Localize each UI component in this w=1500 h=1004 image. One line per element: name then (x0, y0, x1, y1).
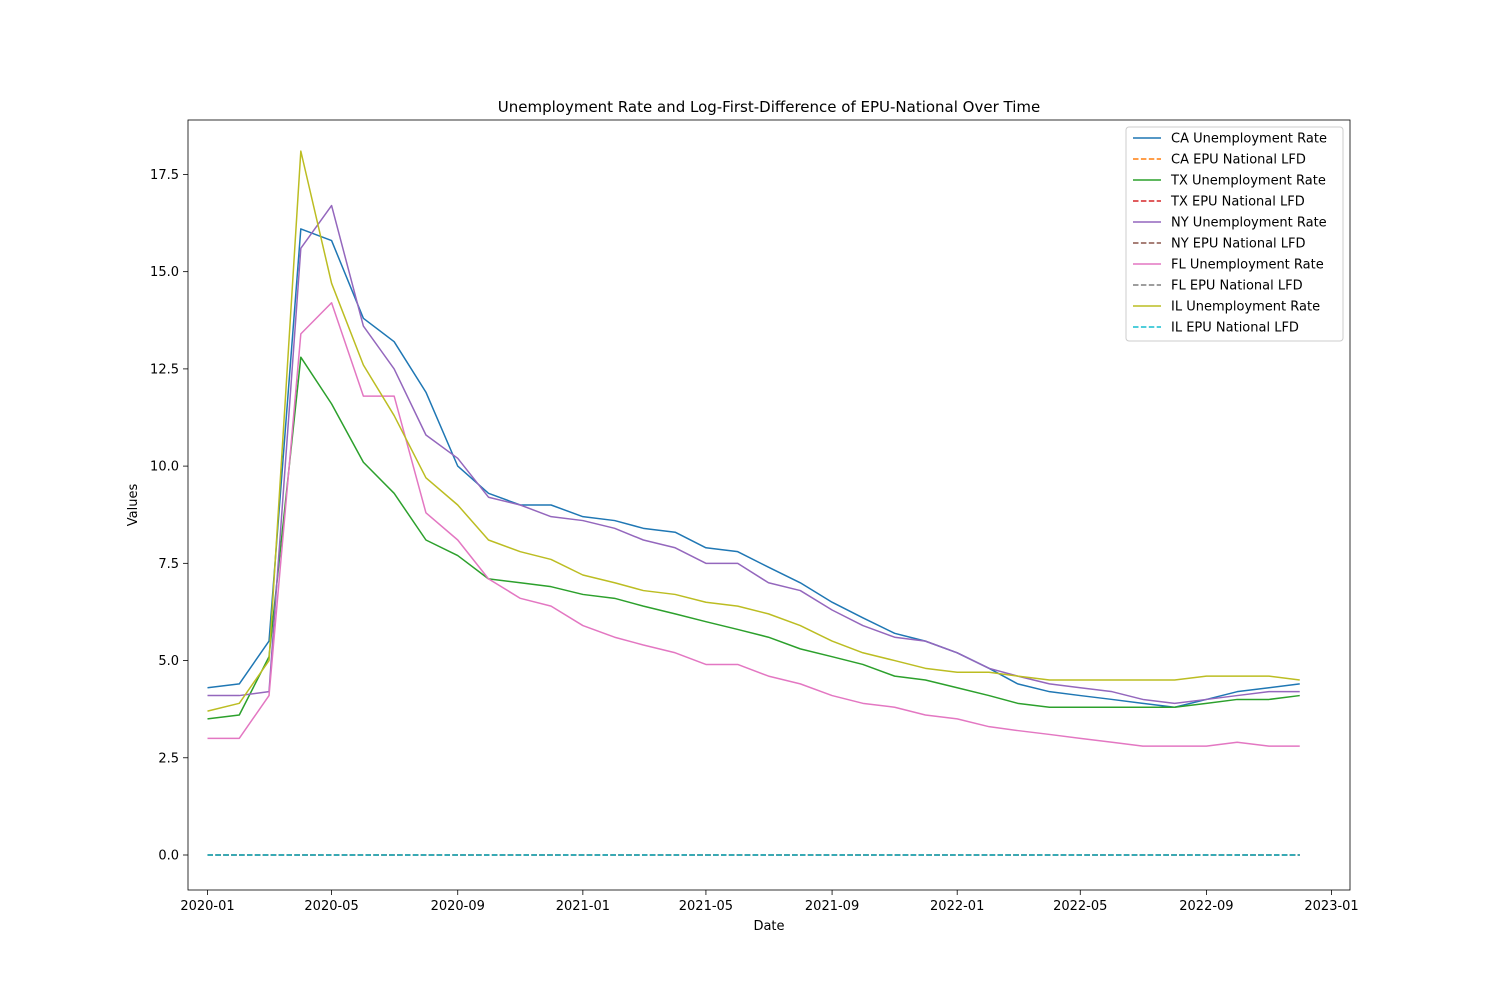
y-tick-label: 12.5 (150, 362, 179, 377)
x-tick-label: 2021-09 (805, 899, 859, 914)
y-tick-label: 2.5 (158, 751, 179, 766)
x-tick-label: 2021-01 (556, 899, 610, 914)
y-tick-label: 10.0 (150, 460, 179, 475)
series-line-tx-unemployment-rate (207, 356, 1300, 720)
x-tick-label: 2020-01 (180, 899, 234, 914)
legend-label: IL Unemployment Rate (1171, 300, 1320, 315)
legend-label: NY EPU National LFD (1171, 237, 1306, 252)
series-line-il-unemployment-rate (207, 150, 1300, 712)
legend-label: CA Unemployment Rate (1171, 132, 1327, 147)
series-line-ca-unemployment-rate (207, 228, 1300, 708)
series-line-fl-unemployment-rate (207, 302, 1300, 747)
x-tick-label: 2022-05 (1053, 899, 1107, 914)
y-tick-label: 0.0 (158, 849, 179, 864)
legend-label: NY Unemployment Rate (1171, 216, 1327, 231)
y-tick-label: 7.5 (158, 557, 179, 572)
legend-label: TX EPU National LFD (1170, 195, 1305, 210)
x-tick-label: 2023-01 (1304, 899, 1358, 914)
legend-label: IL EPU National LFD (1171, 321, 1299, 336)
x-tick-label: 2021-05 (679, 899, 733, 914)
x-tick-label: 2022-09 (1179, 899, 1233, 914)
legend-box (1125, 126, 1344, 342)
x-tick-label: 2020-05 (304, 899, 358, 914)
y-tick-label: 17.5 (150, 168, 179, 183)
y-tick-label: 5.0 (158, 654, 179, 669)
legend: CA Unemployment Rate CA EPU National LFD T… (1125, 126, 1344, 342)
series-line-ny-unemployment-rate (207, 204, 1300, 705)
y-axis-label: Values (126, 484, 141, 527)
x-tick-label: 2022-01 (930, 899, 984, 914)
x-tick-label: 2020-09 (431, 899, 485, 914)
series-group (207, 150, 1300, 856)
legend-label: FL Unemployment Rate (1171, 258, 1324, 273)
chart-title: Unemployment Rate and Log-First-Differen… (498, 98, 1040, 116)
legend-label: FL EPU National LFD (1171, 279, 1303, 294)
y-tick-label: 15.0 (150, 265, 179, 280)
plot-frame (187, 119, 1351, 891)
x-axis-label: Date (753, 919, 784, 934)
legend-label: TX Unemployment Rate (1170, 174, 1326, 189)
legend-label: CA EPU National LFD (1171, 153, 1306, 168)
